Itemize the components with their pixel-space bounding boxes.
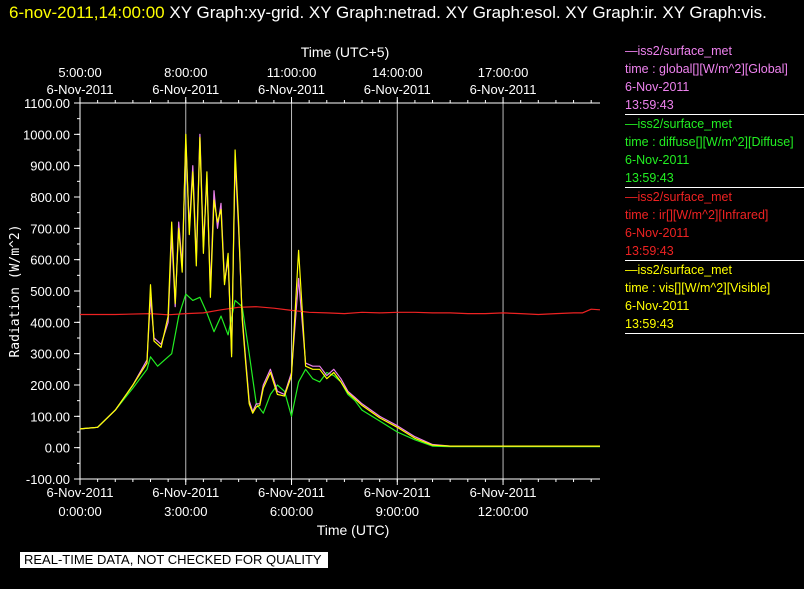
y-tick-label: -100.00: [26, 472, 70, 487]
series-line-ir: [80, 306, 601, 316]
y-tick-label: 500.00: [30, 284, 70, 299]
x-tick-time: 12:00:00: [478, 504, 529, 519]
legend-date: 6-Nov-2011: [625, 80, 690, 94]
legend-field: time : vis[][W/m^2][Visible]: [625, 281, 771, 295]
series-line-vis: [79, 133, 600, 447]
legend-field: time : ir[][W/m^2][Infrared]: [625, 208, 769, 222]
title-date: 6-nov-2011,14:00:00: [9, 3, 165, 22]
x-tick-time: 0:00:00: [58, 504, 101, 519]
x-top-tick-time: 5:00:00: [58, 65, 101, 80]
x-tick-time: 9:00:00: [376, 504, 419, 519]
series-line-diffuse: [79, 293, 600, 448]
x-top-tick-date: 6-Nov-2011: [258, 82, 325, 97]
legend-time: 13:59:43: [625, 171, 674, 185]
legend-field: time : global[][W/m^2][Global]: [625, 62, 788, 76]
quality-note: REAL-TIME DATA, NOT CHECKED FOR QUALITY: [20, 552, 328, 568]
legend-date: 6-Nov-2011: [625, 299, 690, 313]
y-tick-label: 100.00: [30, 409, 70, 424]
x-top-tick-date: 6-Nov-2011: [152, 82, 219, 97]
legend-date: 6-Nov-2011: [625, 226, 690, 240]
legend-source: —iss2/surface_met: [625, 263, 732, 277]
legend-source: —iss2/surface_met: [625, 190, 732, 204]
x-tick-time: 3:00:00: [164, 504, 207, 519]
legend-time: 13:59:43: [625, 317, 674, 331]
x-tick-date: 6-Nov-2011: [152, 485, 219, 500]
y-tick-label: 400.00: [30, 315, 70, 330]
x-tick-time: 6:00:00: [270, 504, 313, 519]
y-tick-label: 200.00: [30, 378, 70, 393]
legend-time: 13:59:43: [625, 98, 674, 112]
y-tick-label: 600.00: [30, 253, 70, 268]
series-line-global: [79, 133, 600, 447]
x-top-axis-label: Time (UTC+5): [301, 44, 390, 60]
y-axis-label: Radiation (W/m^2): [8, 224, 23, 357]
x-top-tick-time: 11:00:00: [267, 65, 317, 80]
y-tick-label: 700.00: [30, 221, 70, 236]
x-axis-label: Time (UTC): [317, 522, 390, 538]
x-top-tick-date: 6-Nov-2011: [470, 82, 537, 97]
x-top-tick-time: 8:00:00: [164, 65, 207, 80]
x-tick-date: 6-Nov-2011: [470, 485, 537, 500]
x-top-tick-time: 14:00:00: [372, 65, 423, 80]
x-tick-date: 6-Nov-2011: [47, 485, 114, 500]
x-top-tick-date: 6-Nov-2011: [364, 82, 431, 97]
legend-date: 6-Nov-2011: [625, 153, 690, 167]
legend-field: time : diffuse[][W/m^2][Diffuse]: [625, 135, 794, 149]
y-tick-label: 300.00: [30, 347, 70, 362]
x-top-tick-time: 17:00:00: [478, 65, 529, 80]
y-tick-label: 0.00: [45, 441, 70, 456]
title-graphs: XY Graph:xy-grid. XY Graph:netrad. XY Gr…: [169, 3, 767, 22]
x-top-tick-date: 6-Nov-2011: [47, 82, 114, 97]
y-tick-label: 900.00: [30, 159, 70, 174]
y-tick-label: 800.00: [30, 190, 70, 205]
x-tick-date: 6-Nov-2011: [364, 485, 431, 500]
legend-source: —iss2/surface_met: [625, 117, 732, 131]
graph-title: 6-nov-2011,14:00:00 XY Graph:xy-grid. XY…: [9, 2, 799, 24]
legend-time: 13:59:43: [625, 244, 674, 258]
y-tick-label: 1000.00: [23, 127, 70, 142]
x-tick-date: 6-Nov-2011: [258, 485, 325, 500]
legend-source: —iss2/surface_met: [625, 44, 732, 58]
y-tick-label: 1100.00: [24, 96, 70, 111]
